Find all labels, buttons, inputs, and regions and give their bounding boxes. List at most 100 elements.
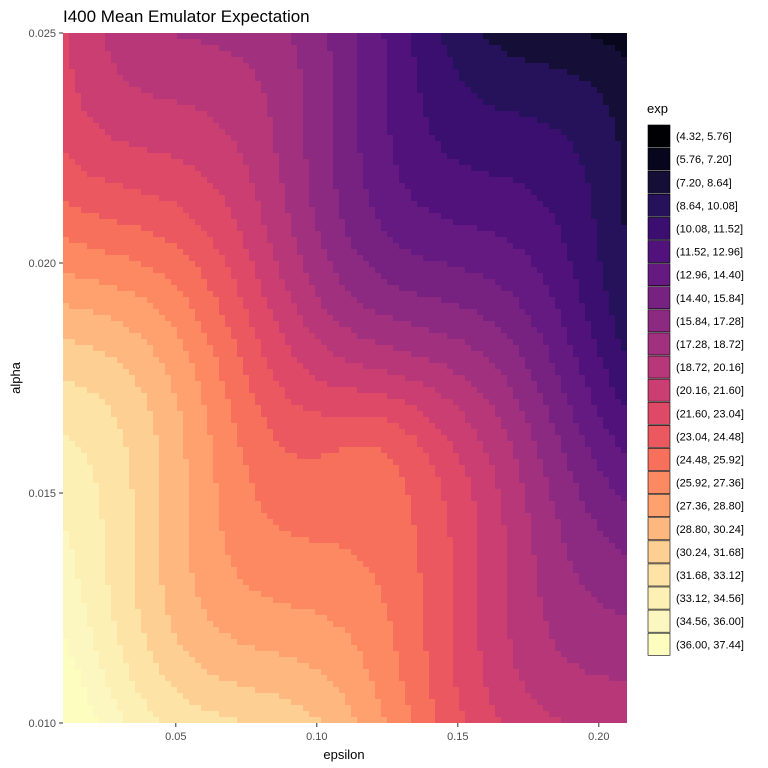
contour-cell [63,471,70,478]
contour-cell [231,657,238,664]
contour-cell [291,93,298,100]
contour-cell [117,219,124,226]
contour-cell [213,291,220,298]
contour-cell [309,255,316,262]
contour-cell [189,567,196,574]
contour-cell [225,249,232,256]
contour-cell [315,501,322,508]
contour-cell [231,669,238,676]
contour-cell [291,669,298,676]
contour-cell [309,639,316,646]
contour-cell [303,291,310,298]
contour-cell [237,663,244,670]
contour-cell [87,561,94,568]
contour-cell [225,231,232,238]
contour-cell [135,123,142,130]
contour-cell [303,225,310,232]
contour-cell [261,243,268,250]
contour-cell [177,327,184,334]
contour-cell [273,51,280,58]
contour-cell [63,351,70,358]
contour-cell [237,417,244,424]
contour-cell [207,531,214,538]
contour-cell [189,651,196,658]
contour-cell [123,501,130,508]
contour-cell [75,609,82,616]
contour-cell [63,327,70,334]
contour-cell [111,717,118,723]
contour-cell [231,267,238,274]
contour-cell [99,183,106,190]
contour-cell [291,561,298,568]
contour-cell [249,105,256,112]
contour-cell [321,51,328,58]
contour-cell [87,651,94,658]
contour-cell [303,267,310,274]
contour-cell [213,699,220,706]
contour-cell [105,717,112,723]
contour-cell [315,663,322,670]
contour-cell [189,531,196,538]
contour-cell [255,243,262,250]
contour-cell [207,339,214,346]
contour-cell [111,591,118,598]
contour-cell [69,201,76,208]
contour-cell [87,429,94,436]
contour-cell [297,339,304,346]
contour-cell [69,291,76,298]
contour-cell [243,651,250,658]
contour-cell [81,519,88,526]
contour-cell [75,99,82,106]
contour-cell [303,483,310,490]
contour-cell [309,681,316,688]
contour-cell [183,183,190,190]
contour-cell [99,405,106,412]
contour-cell [213,261,220,268]
contour-cell [321,165,328,172]
contour-cell [117,285,124,292]
contour-cell [297,705,304,712]
contour-cell [267,609,274,616]
contour-cell [183,129,190,136]
contour-cell [135,75,142,82]
contour-cell [249,201,256,208]
contour-cell [237,573,244,580]
contour-cell [273,705,280,712]
contour-cell [249,393,256,400]
contour-cell [117,705,124,712]
contour-cell [213,561,220,568]
contour-cell [63,171,70,178]
contour-cell [285,687,292,694]
contour-cell [81,339,88,346]
contour-cell [213,87,220,94]
contour-cell [129,249,136,256]
contour-cell [249,543,256,550]
contour-cell [309,159,316,166]
contour-cell [207,243,214,250]
contour-cell [87,675,94,682]
contour-cell [93,213,100,220]
contour-cell [99,549,106,556]
contour-cell [93,177,100,184]
contour-cell [123,63,130,70]
contour-cell [201,507,208,514]
contour-cell [303,609,310,616]
contour-cell [303,345,310,352]
contour-cell [237,183,244,190]
contour-cell [153,579,160,586]
contour-cell [111,567,118,574]
contour-cell [237,483,244,490]
contour-cell [99,135,106,142]
contour-cell [297,159,304,166]
contour-cell [207,69,214,76]
contour-cell [237,159,244,166]
contour-cell [129,99,136,106]
contour-cell [267,219,274,226]
contour-cell [195,243,202,250]
contour-cell [171,243,178,250]
contour-cell [285,243,292,250]
contour-cell [177,441,184,448]
contour-cell [99,543,106,550]
contour-cell [111,327,118,334]
contour-cell [141,81,148,88]
